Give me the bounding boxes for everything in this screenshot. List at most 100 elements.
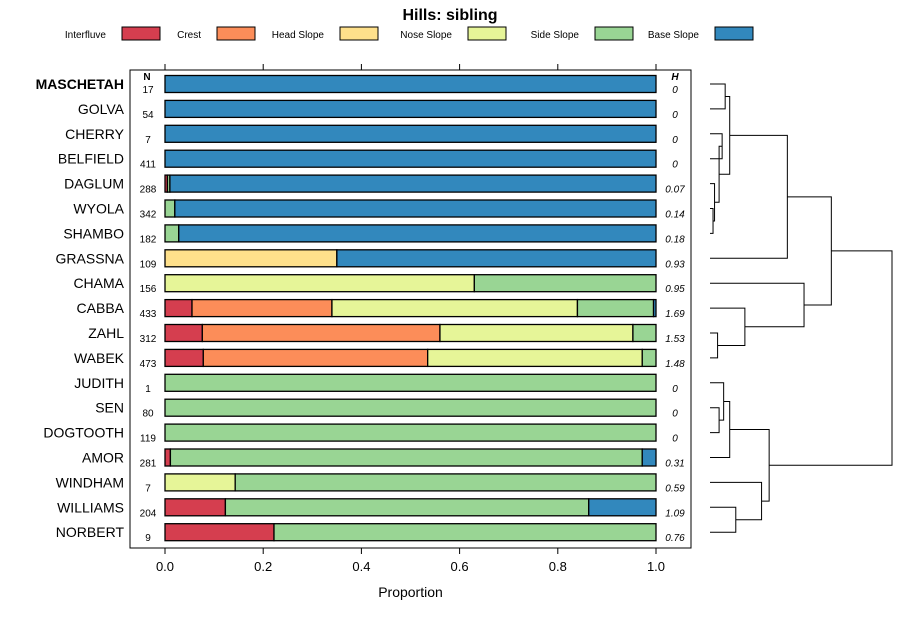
bar-segment-nose-slope bbox=[164, 473, 236, 492]
bar-segment-side-slope bbox=[632, 323, 657, 343]
n-value: 473 bbox=[140, 359, 157, 370]
bar-segment-base-slope bbox=[164, 74, 657, 94]
bar-segment-interfluve bbox=[164, 498, 227, 517]
row-zahl: ZAHL 312 1.53 bbox=[88, 323, 685, 345]
bar-segment-interfluve bbox=[164, 348, 204, 368]
bar-segment-base-slope bbox=[164, 124, 657, 143]
h-value: 0 bbox=[672, 160, 678, 171]
h-value: 1.48 bbox=[665, 359, 685, 370]
row-wabek: WABEK 473 1.48 bbox=[74, 348, 685, 370]
legend-label-base-slope: Base Slope bbox=[648, 30, 700, 41]
dendrogram-branch bbox=[710, 506, 737, 533]
legend-label-side-slope: Side Slope bbox=[531, 30, 580, 41]
x-tick-label: 1.0 bbox=[647, 559, 665, 574]
h-value: 0 bbox=[672, 85, 678, 96]
row-williams: WILLIAMS 204 1.09 bbox=[57, 498, 685, 519]
legend-label-crest: Crest bbox=[177, 30, 201, 41]
x-tick-label: 0.4 bbox=[352, 559, 370, 574]
chart-title: Hills: sibling bbox=[402, 7, 497, 24]
bar-segment-base-slope bbox=[174, 199, 657, 218]
dendrogram-branch bbox=[787, 196, 832, 306]
row-label: SHAMBO bbox=[63, 225, 124, 241]
bar-segment-side-slope bbox=[164, 199, 176, 218]
bar-segment-base-slope bbox=[178, 224, 657, 243]
bar-segment-nose-slope bbox=[164, 274, 475, 293]
bar-segment-base-slope bbox=[169, 174, 657, 193]
row-label: MASCHETAH bbox=[36, 76, 124, 92]
row-cabba: CABBA 433 1.69 bbox=[77, 298, 685, 320]
row-label: JUDITH bbox=[74, 375, 124, 391]
row-label: GOLVA bbox=[78, 101, 125, 117]
row-label: DAGLUM bbox=[64, 176, 124, 192]
bar-segment-head-slope bbox=[164, 249, 338, 268]
x-axis: 0.0 0.2 0.4 0.6 0.8 1.0 bbox=[156, 64, 665, 574]
dendrogram-branch bbox=[710, 400, 731, 458]
row-maschetah: MASCHETAH 17 0 bbox=[36, 74, 678, 96]
h-value: 1.53 bbox=[665, 334, 685, 345]
h-value: 0.07 bbox=[665, 185, 685, 196]
dendrogram-branch bbox=[710, 407, 720, 434]
bar-segment-base-slope bbox=[641, 448, 657, 467]
bar-segment-side-slope bbox=[576, 298, 655, 318]
row-sen: SEN 80 0 bbox=[95, 398, 678, 420]
n-value: 312 bbox=[140, 334, 157, 345]
row-label: BELFIELD bbox=[58, 151, 124, 167]
bar-segment-base-slope bbox=[164, 149, 657, 168]
row-shambo: SHAMBO 182 0.18 bbox=[63, 224, 685, 245]
dendrogram-branch bbox=[710, 134, 788, 259]
row-chama: CHAMA 156 0.95 bbox=[73, 274, 685, 295]
h-value: 1.09 bbox=[665, 508, 685, 519]
bar-segment-side-slope bbox=[234, 473, 657, 492]
bar-segment-side-slope bbox=[164, 398, 657, 417]
dendrogram bbox=[710, 83, 893, 533]
h-value: 0.18 bbox=[665, 234, 685, 245]
n-value: 54 bbox=[142, 110, 154, 121]
n-value: 9 bbox=[145, 533, 151, 544]
row-label: WYOLA bbox=[73, 201, 124, 217]
legend-swatch-interfluve bbox=[121, 26, 161, 41]
row-label: CHERRY bbox=[65, 126, 125, 142]
n-value: 288 bbox=[140, 185, 157, 196]
bar-segment-interfluve bbox=[164, 448, 172, 467]
n-value: 182 bbox=[140, 234, 157, 245]
n-value: 342 bbox=[140, 210, 157, 221]
legend: Interfluve Crest Head Slope Nose Slope Side … bbox=[65, 26, 754, 41]
h-column-header: H bbox=[671, 72, 679, 83]
h-value: 0 bbox=[672, 434, 678, 445]
row-label: GRASSNA bbox=[56, 250, 125, 266]
x-axis-title: Proportion bbox=[378, 584, 443, 600]
dendrogram-branch bbox=[710, 183, 716, 222]
row-grassna: GRASSNA 109 0.93 bbox=[56, 249, 685, 270]
bar-segment-nose-slope bbox=[439, 323, 634, 343]
bar-segment-side-slope bbox=[164, 224, 180, 243]
row-norbert: NORBERT 9 0.76 bbox=[56, 523, 685, 544]
x-tick-label: 0.0 bbox=[156, 559, 174, 574]
row-label: CABBA bbox=[77, 300, 125, 316]
n-value: 433 bbox=[140, 309, 157, 320]
legend-label-head-slope: Head Slope bbox=[272, 30, 325, 41]
row-label: WABEK bbox=[74, 350, 125, 366]
bar-segment-crest bbox=[201, 323, 441, 343]
dendrogram-branch bbox=[769, 250, 893, 466]
dendrogram-branch bbox=[710, 282, 805, 328]
bar-segment-interfluve bbox=[164, 298, 193, 318]
n-column-header: N bbox=[143, 72, 150, 83]
bar-segment-side-slope bbox=[164, 423, 657, 442]
row-cherry: CHERRY 7 0 bbox=[65, 124, 678, 146]
n-value: 204 bbox=[140, 508, 157, 519]
dendrogram-branch bbox=[710, 83, 726, 110]
row-label: CHAMA bbox=[73, 275, 124, 291]
row-amor: AMOR 281 0.31 bbox=[82, 448, 685, 470]
h-value: 0.76 bbox=[665, 533, 685, 544]
h-value: 0 bbox=[672, 409, 678, 420]
h-value: 0.59 bbox=[665, 483, 685, 494]
bar-segment-side-slope bbox=[224, 498, 590, 517]
n-value: 156 bbox=[140, 284, 157, 295]
n-value: 7 bbox=[145, 135, 151, 146]
row-golva: GOLVA 54 0 bbox=[78, 99, 678, 121]
bar-segment-interfluve bbox=[164, 323, 203, 343]
plot-frame bbox=[129, 69, 692, 549]
bar-segment-crest bbox=[202, 348, 429, 368]
